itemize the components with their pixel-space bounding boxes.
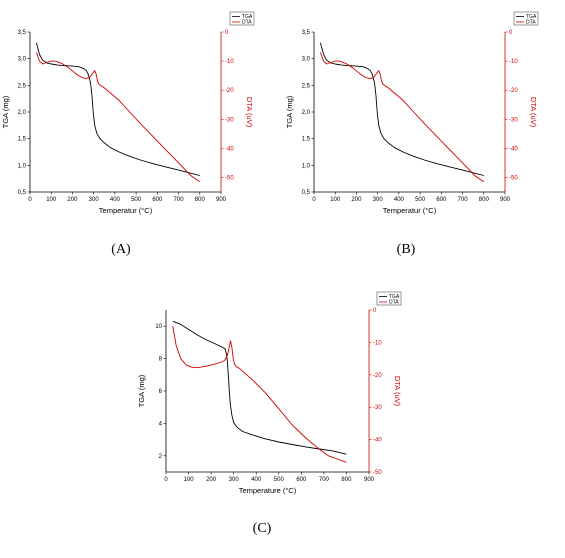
y2-tick-label: -10 xyxy=(373,340,382,346)
x-axis-label: Temperatur (°C) xyxy=(383,206,437,215)
y-tick-label: 2,5 xyxy=(18,83,27,89)
y-tick-label: 3,5 xyxy=(302,30,311,36)
x-tick-label: 0 xyxy=(28,197,32,203)
y2-tick-label: -30 xyxy=(225,117,234,123)
x-tick-label: 200 xyxy=(351,197,362,203)
y-tick-label: 1,0 xyxy=(18,163,27,169)
legend-label-dta: DTA xyxy=(526,20,536,26)
x-axis-label: Temperatur (°C) xyxy=(99,206,153,215)
x-tick-label: 800 xyxy=(479,197,490,203)
y-tick-label: 3,0 xyxy=(302,57,311,63)
y2-tick-label: -10 xyxy=(225,59,234,65)
legend-label-tga: TGA xyxy=(526,14,537,20)
y2-tick-label: 0 xyxy=(509,30,513,36)
y2-tick-label: 0 xyxy=(373,308,377,314)
x-tick-label: 700 xyxy=(458,197,469,203)
x-tick-label: 900 xyxy=(364,477,375,483)
x-tick-label: 500 xyxy=(131,197,142,203)
legend-label-tga: TGA xyxy=(242,14,253,20)
x-tick-label: 300 xyxy=(89,197,100,203)
y2-tick-label: -40 xyxy=(225,146,234,152)
y-tick-label: 0,5 xyxy=(18,190,27,196)
y-axis-label: TGA (mg) xyxy=(1,95,10,128)
legend-label-tga: TGA xyxy=(389,294,400,300)
x-tick-label: 100 xyxy=(184,477,195,483)
y-tick-label: 1,5 xyxy=(302,137,311,143)
x-tick-label: 800 xyxy=(341,477,352,483)
y2-axis-label: DTA (uV) xyxy=(529,97,538,128)
y-tick-label: 3,0 xyxy=(18,57,27,63)
tga-series-line xyxy=(35,42,200,176)
x-tick-label: 0 xyxy=(312,197,316,203)
chart-b: 0 100 200 300 400 500 600 700 800 900 0,5 1,0 1,5 2,0… xyxy=(285,11,539,257)
panel-caption: (B) xyxy=(397,242,416,257)
y-tick-label: 8 xyxy=(159,357,163,363)
y-axis-label: TGA (mg) xyxy=(137,374,146,407)
panel-caption: (C) xyxy=(253,521,272,536)
y2-tick-label: -40 xyxy=(373,438,382,444)
y-tick-label: 3,5 xyxy=(18,30,27,36)
x-tick-label: 600 xyxy=(436,197,447,203)
y-tick-label: 6 xyxy=(159,389,163,395)
dta-series-line xyxy=(35,52,201,183)
dta-series-line xyxy=(172,326,347,463)
y-tick-label: 1,0 xyxy=(302,163,311,169)
y2-axis-label: DTA (uV) xyxy=(245,97,254,128)
y-tick-label: 2 xyxy=(159,454,163,460)
x-tick-label: 700 xyxy=(319,477,330,483)
x-tick-label: 600 xyxy=(152,197,163,203)
x-tick-label: 400 xyxy=(251,477,262,483)
y2-tick-label: -50 xyxy=(225,175,234,181)
y2-tick-label: -30 xyxy=(509,117,518,123)
y2-tick-label: -10 xyxy=(509,59,518,65)
y-tick-label: 4 xyxy=(159,421,163,427)
y-tick-label: 1,5 xyxy=(18,137,27,143)
y-tick-label: 10 xyxy=(155,324,162,330)
x-tick-label: 800 xyxy=(195,197,206,203)
tga-series-line xyxy=(172,320,347,455)
y2-tick-label: -20 xyxy=(373,373,382,379)
y-tick-label: 2,5 xyxy=(302,83,311,89)
x-tick-label: 100 xyxy=(330,197,341,203)
y2-tick-label: -20 xyxy=(509,88,518,94)
chart-c: 0 100 200 300 400 500 600 700 800 9002468100-10-2… xyxy=(137,291,402,536)
dta-series-line xyxy=(319,52,485,183)
y2-tick-label: -40 xyxy=(509,146,518,152)
x-tick-label: 200 xyxy=(67,197,78,203)
x-tick-label: 400 xyxy=(110,197,121,203)
y2-axis-label: DTA (uV) xyxy=(393,376,402,407)
x-tick-label: 300 xyxy=(229,477,240,483)
y-tick-label: 2,0 xyxy=(302,110,311,116)
y-tick-label: 0,5 xyxy=(302,190,311,196)
x-tick-label: 700 xyxy=(174,197,185,203)
legend-label-dta: DTA xyxy=(389,300,399,306)
x-tick-label: 900 xyxy=(216,197,227,203)
tga-series-line xyxy=(319,42,484,176)
x-tick-label: 400 xyxy=(394,197,405,203)
x-tick-label: 600 xyxy=(296,477,307,483)
y2-tick-label: -30 xyxy=(373,405,382,411)
chart-a: 0 100 200 300 400 500 600 700 800 900 0,5 1,0 1,5 2,0… xyxy=(1,11,255,257)
x-tick-label: 100 xyxy=(46,197,57,203)
x-tick-label: 0 xyxy=(164,477,168,483)
panel-caption: (A) xyxy=(111,242,131,257)
x-tick-label: 200 xyxy=(206,477,217,483)
x-tick-label: 500 xyxy=(415,197,426,203)
y-tick-label: 2,0 xyxy=(18,110,27,116)
y-axis-label: TGA (mg) xyxy=(285,95,294,128)
y2-tick-label: 0 xyxy=(225,30,229,36)
y2-tick-label: -20 xyxy=(225,88,234,94)
x-tick-label: 900 xyxy=(500,197,511,203)
y2-tick-label: -50 xyxy=(509,175,518,181)
x-tick-label: 300 xyxy=(373,197,384,203)
x-tick-label: 500 xyxy=(274,477,285,483)
x-axis-label: Temperature (°C) xyxy=(239,486,297,495)
legend-label-dta: DTA xyxy=(242,20,252,26)
y2-tick-label: -50 xyxy=(373,470,382,476)
